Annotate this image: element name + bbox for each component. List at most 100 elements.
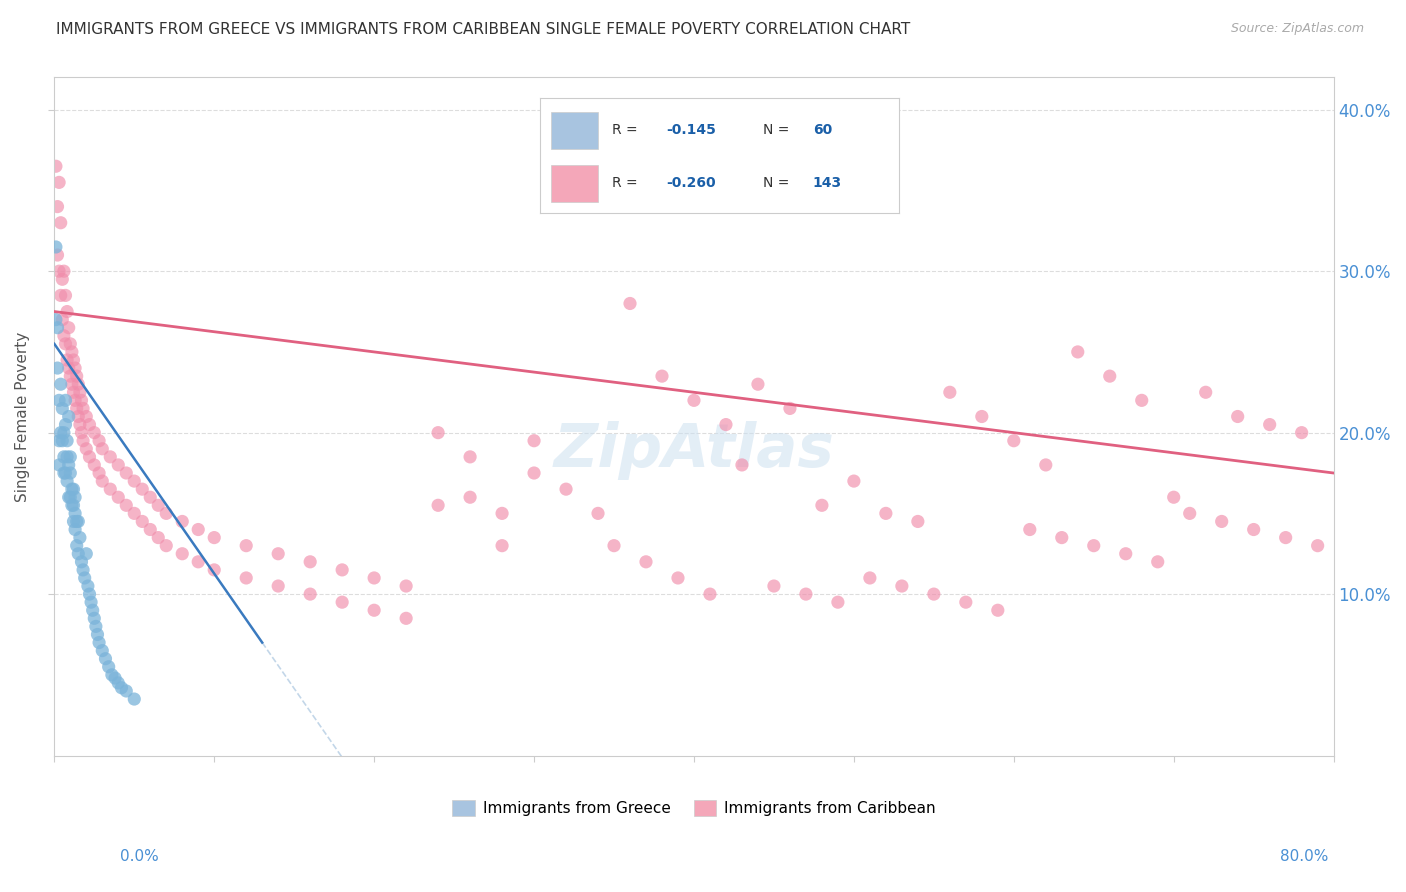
Point: [66, 401, 89, 416]
Point: [45, 312, 67, 326]
Point: [970, 409, 993, 424]
Point: [1146, 555, 1168, 569]
Point: [299, 555, 322, 569]
Point: [1258, 417, 1281, 432]
Point: [762, 579, 785, 593]
Point: [98, 482, 121, 496]
Point: [267, 579, 290, 593]
Point: [155, 539, 177, 553]
Point: [91, 442, 114, 456]
Point: [69, 417, 91, 432]
Point: [46, 320, 69, 334]
Point: [75, 442, 97, 456]
Point: [72, 434, 94, 448]
Point: [1130, 393, 1153, 408]
Point: [363, 571, 385, 585]
Point: [172, 547, 194, 561]
Point: [55, 466, 77, 480]
Point: [67, 377, 90, 392]
Legend: Immigrants from Greece, Immigrants from Caribbean: Immigrants from Greece, Immigrants from …: [446, 794, 942, 822]
Point: [1195, 385, 1218, 400]
Point: [267, 547, 290, 561]
Point: [1306, 539, 1329, 553]
Point: [101, 668, 124, 682]
Point: [779, 401, 801, 416]
Point: [60, 498, 83, 512]
Point: [48, 393, 70, 408]
Point: [187, 523, 209, 537]
Point: [1226, 409, 1249, 424]
Point: [58, 409, 80, 424]
Y-axis label: Single Female Poverty: Single Female Poverty: [15, 332, 30, 501]
Point: [97, 659, 120, 673]
Point: [49, 288, 72, 302]
Point: [1178, 507, 1201, 521]
Point: [82, 603, 104, 617]
Point: [875, 507, 897, 521]
Point: [69, 531, 91, 545]
Text: IMMIGRANTS FROM GREECE VS IMMIGRANTS FROM CARIBBEAN SINGLE FEMALE POVERTY CORREL: IMMIGRANTS FROM GREECE VS IMMIGRANTS FRO…: [56, 22, 911, 37]
Point: [75, 547, 97, 561]
Point: [235, 571, 257, 585]
Point: [922, 587, 945, 601]
Point: [955, 595, 977, 609]
Point: [45, 240, 67, 254]
Point: [523, 434, 546, 448]
Point: [202, 563, 225, 577]
Point: [46, 200, 69, 214]
Point: [1211, 515, 1233, 529]
Point: [56, 474, 79, 488]
Point: [651, 369, 673, 384]
Point: [586, 507, 609, 521]
Point: [49, 425, 72, 440]
Point: [115, 466, 138, 480]
Point: [395, 579, 418, 593]
Point: [67, 547, 90, 561]
Point: [202, 531, 225, 545]
Point: [69, 385, 91, 400]
Point: [104, 671, 127, 685]
Point: [699, 587, 721, 601]
Point: [1083, 539, 1105, 553]
Point: [48, 175, 70, 189]
Point: [731, 458, 754, 472]
Point: [603, 539, 626, 553]
Point: [619, 296, 641, 310]
Text: 0.0%: 0.0%: [120, 849, 159, 863]
Point: [1291, 425, 1313, 440]
Point: [91, 474, 114, 488]
Point: [84, 619, 107, 633]
Point: [1163, 490, 1185, 504]
Point: [52, 425, 75, 440]
Point: [46, 248, 69, 262]
Point: [62, 385, 84, 400]
Point: [52, 328, 75, 343]
Point: [45, 159, 67, 173]
Point: [139, 523, 162, 537]
Point: [491, 539, 513, 553]
Point: [115, 498, 138, 512]
Point: [49, 377, 72, 392]
Point: [55, 417, 77, 432]
Point: [56, 434, 79, 448]
Point: [1067, 345, 1090, 359]
Point: [172, 515, 194, 529]
Point: [60, 345, 83, 359]
Point: [1002, 434, 1025, 448]
Point: [1115, 547, 1137, 561]
Point: [107, 490, 129, 504]
Point: [122, 507, 145, 521]
Point: [107, 676, 129, 690]
Point: [115, 684, 138, 698]
Point: [72, 401, 94, 416]
Point: [79, 450, 101, 464]
Point: [66, 539, 89, 553]
Point: [330, 563, 353, 577]
Point: [63, 523, 86, 537]
Point: [80, 595, 103, 609]
Point: [91, 643, 114, 657]
Point: [87, 434, 110, 448]
Point: [63, 393, 86, 408]
Point: [890, 579, 912, 593]
Point: [83, 425, 105, 440]
